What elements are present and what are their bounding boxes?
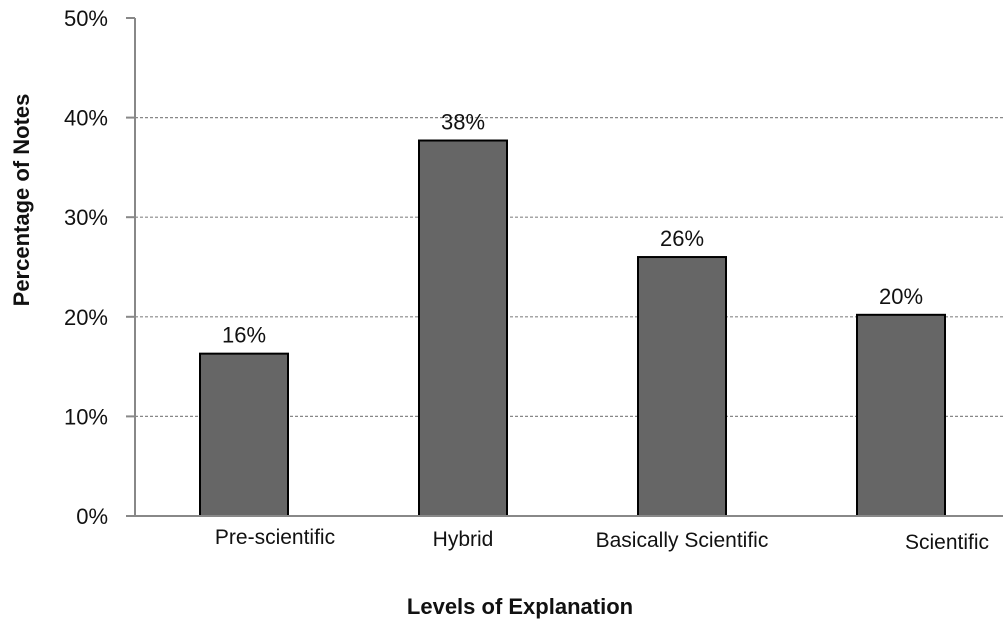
bar (418, 139, 508, 517)
y-tick-label: 50% (64, 6, 108, 31)
bar-value-label: 26% (660, 226, 704, 251)
bar-value-label: 20% (879, 284, 923, 309)
bar-value-label: 38% (441, 110, 485, 135)
axes (134, 18, 1003, 517)
bar (856, 313, 946, 518)
bar-value-label: 16% (222, 323, 266, 348)
y-tick-label: 20% (64, 305, 108, 330)
x-category-label: Scientific (905, 531, 989, 554)
x-category-labels: Pre-scientific Hybrid Basically Scientific… (215, 526, 989, 554)
x-axis-title: Levels of Explanation (407, 594, 633, 619)
data-labels: 16% 38% 26% 20% (222, 110, 923, 348)
x-category-label: Hybrid (433, 528, 494, 551)
bar (199, 352, 289, 518)
x-category-label: Pre-scientific (215, 526, 335, 549)
y-tick-label: 40% (64, 106, 108, 131)
bars (199, 139, 946, 518)
y-axis-title: Percentage of Notes (9, 94, 34, 307)
y-tick-label: 10% (64, 404, 108, 429)
bar (637, 256, 727, 517)
y-tick-labels: 0% 10% 20% 30% 40% 50% (64, 6, 108, 529)
y-tick-label: 30% (64, 205, 108, 230)
x-category-label: Basically Scientific (596, 529, 769, 552)
y-tick-label: 0% (76, 504, 108, 529)
gridlines (126, 17, 1003, 517)
